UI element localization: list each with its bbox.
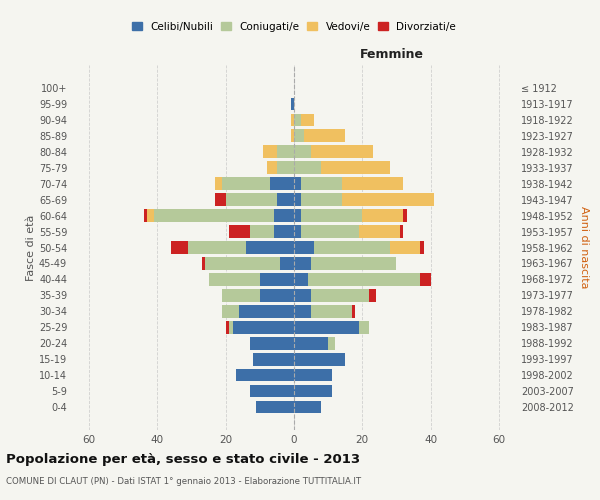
- Bar: [294, 385, 332, 398]
- Legend: Celibi/Nubili, Coniugati/e, Vedovi/e, Divorziati/e: Celibi/Nubili, Coniugati/e, Vedovi/e, Di…: [128, 18, 460, 36]
- Bar: [229, 321, 233, 334]
- Text: Popolazione per età, sesso e stato civile - 2013: Popolazione per età, sesso e stato civil…: [6, 452, 360, 466]
- Bar: [311, 305, 352, 318]
- Bar: [294, 369, 332, 382]
- Bar: [215, 178, 222, 190]
- Bar: [147, 210, 154, 222]
- Bar: [362, 210, 403, 222]
- Bar: [250, 226, 274, 238]
- Bar: [256, 401, 294, 413]
- Bar: [322, 162, 389, 174]
- Bar: [290, 114, 294, 126]
- Bar: [222, 305, 239, 318]
- Bar: [311, 257, 397, 270]
- Bar: [421, 242, 424, 254]
- Bar: [301, 210, 362, 222]
- Bar: [274, 210, 294, 222]
- Bar: [253, 353, 294, 366]
- Bar: [222, 178, 270, 190]
- Bar: [314, 242, 389, 254]
- Bar: [311, 146, 373, 158]
- Bar: [342, 178, 403, 190]
- Bar: [301, 178, 342, 190]
- Bar: [294, 130, 304, 142]
- Bar: [294, 146, 311, 158]
- Bar: [239, 305, 294, 318]
- Y-axis label: Anni di nascita: Anni di nascita: [579, 206, 589, 289]
- Y-axis label: Fasce di età: Fasce di età: [26, 214, 36, 280]
- Bar: [236, 369, 294, 382]
- Text: Femmine: Femmine: [359, 48, 424, 62]
- Bar: [270, 178, 294, 190]
- Bar: [233, 321, 294, 334]
- Bar: [359, 321, 369, 334]
- Bar: [359, 226, 400, 238]
- Bar: [328, 337, 335, 349]
- Bar: [294, 305, 311, 318]
- Bar: [260, 289, 294, 302]
- Bar: [290, 98, 294, 110]
- Bar: [294, 194, 301, 206]
- Bar: [342, 194, 434, 206]
- Bar: [209, 273, 260, 285]
- Bar: [294, 337, 328, 349]
- Bar: [400, 226, 403, 238]
- Bar: [188, 242, 246, 254]
- Bar: [421, 273, 431, 285]
- Bar: [280, 257, 294, 270]
- Bar: [352, 305, 355, 318]
- Bar: [250, 337, 294, 349]
- Bar: [263, 146, 277, 158]
- Bar: [246, 242, 294, 254]
- Bar: [294, 257, 311, 270]
- Bar: [369, 289, 376, 302]
- Bar: [144, 210, 147, 222]
- Bar: [301, 114, 314, 126]
- Bar: [277, 146, 294, 158]
- Bar: [205, 257, 280, 270]
- Bar: [294, 162, 322, 174]
- Bar: [290, 130, 294, 142]
- Bar: [294, 289, 311, 302]
- Bar: [294, 242, 314, 254]
- Bar: [294, 226, 301, 238]
- Bar: [294, 321, 359, 334]
- Bar: [274, 226, 294, 238]
- Bar: [215, 194, 226, 206]
- Bar: [260, 273, 294, 285]
- Bar: [294, 353, 345, 366]
- Bar: [266, 162, 277, 174]
- Bar: [294, 114, 301, 126]
- Bar: [229, 226, 250, 238]
- Bar: [389, 242, 421, 254]
- Bar: [226, 194, 277, 206]
- Bar: [202, 257, 205, 270]
- Bar: [294, 178, 301, 190]
- Bar: [277, 194, 294, 206]
- Bar: [294, 273, 308, 285]
- Bar: [171, 242, 188, 254]
- Bar: [250, 385, 294, 398]
- Bar: [311, 289, 369, 302]
- Bar: [154, 210, 274, 222]
- Bar: [226, 321, 229, 334]
- Bar: [294, 210, 301, 222]
- Bar: [222, 289, 260, 302]
- Bar: [403, 210, 407, 222]
- Bar: [301, 194, 342, 206]
- Bar: [304, 130, 345, 142]
- Bar: [301, 226, 359, 238]
- Bar: [294, 401, 322, 413]
- Text: COMUNE DI CLAUT (PN) - Dati ISTAT 1° gennaio 2013 - Elaborazione TUTTITALIA.IT: COMUNE DI CLAUT (PN) - Dati ISTAT 1° gen…: [6, 478, 361, 486]
- Bar: [308, 273, 421, 285]
- Bar: [277, 162, 294, 174]
